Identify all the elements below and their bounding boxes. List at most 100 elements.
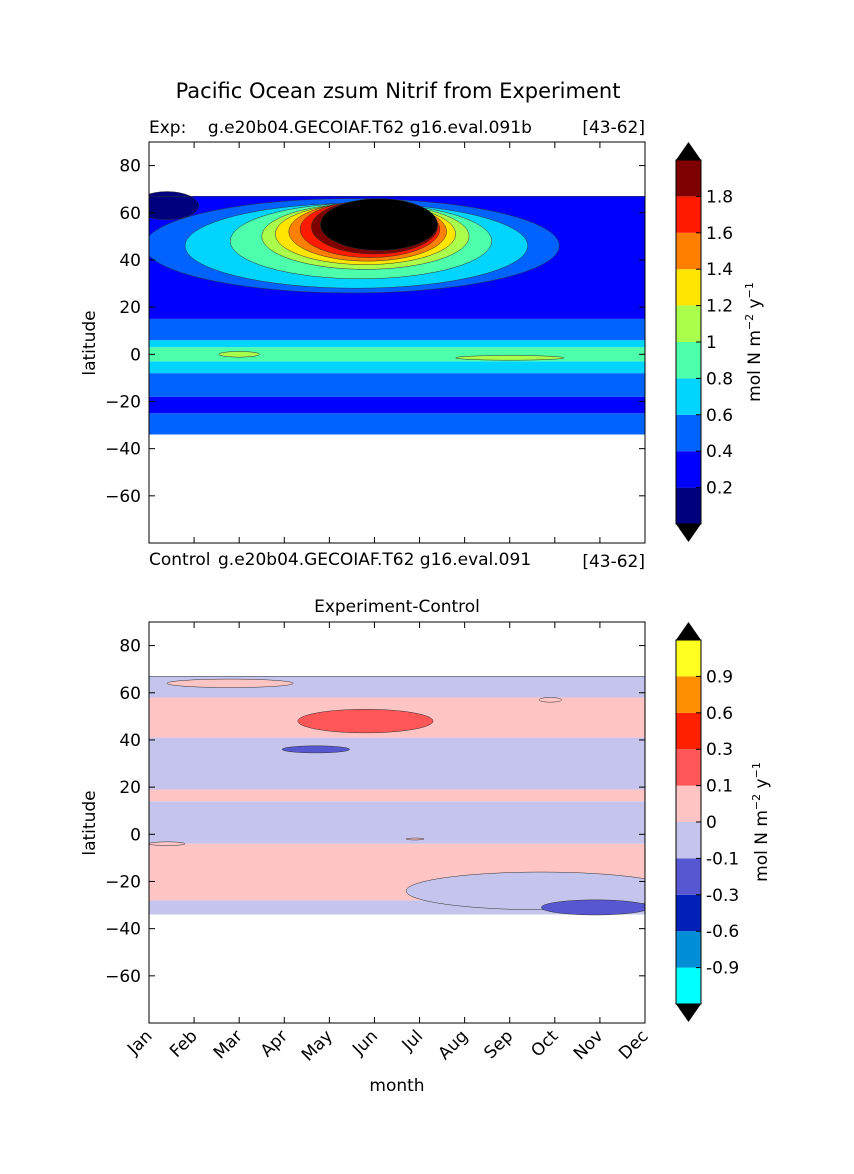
panel0-band-3: [149, 361, 645, 374]
panel1-cbar-tick-label-7: 0.6: [706, 704, 733, 724]
panel1-contour-4: [166, 678, 294, 688]
panel1-band-3: [149, 789, 645, 802]
control-title-right: [43-62]: [582, 552, 645, 572]
panel0-ytick-label-5: −20: [105, 392, 141, 412]
top-title-left: Exp: g.e20b04.GECOIAF.T62 g16.eval.091b: [149, 118, 532, 138]
panel0-cbar-level-9: [676, 160, 701, 197]
panel1-cbar-level-8: [676, 676, 701, 713]
panel1-cbar-level-7: [676, 712, 701, 750]
top-colorbar: 0.2 0.4 0.6 0.8 1 1.2 1.4 1.6 1.8: [675, 142, 733, 542]
panel0-cbar-level-5: [676, 305, 701, 342]
panel1-cbar-over: [676, 622, 701, 640]
panel1-ytick-label-1: 60: [119, 684, 141, 704]
bottom-axes-frame: [148, 621, 646, 1024]
panel1-band-2: [149, 801, 645, 844]
bottom-title: Experiment-Control: [314, 597, 480, 617]
panel0-cbar-tick-label-7: 1.6: [706, 224, 733, 244]
panel0-band-0: [149, 413, 645, 435]
panel0-cbar-level-2: [676, 414, 701, 452]
panel1-ytick-label-2: 40: [119, 731, 141, 751]
panel0-cbar-tick-label-5: 1.2: [706, 297, 733, 317]
panel1-ytick-label-3: 20: [119, 778, 141, 798]
month-label-sep: Sep: [480, 1026, 517, 1063]
panel0-cbar-tick-label-6: 1.4: [706, 260, 733, 280]
panel1-cbar-tick-label-4: 0: [706, 813, 717, 833]
panel1-ytick-label-4: 0: [130, 825, 141, 845]
panel0-cbar-level-8: [676, 196, 701, 233]
panel0-cbar-tick-label-4: 1: [706, 333, 717, 353]
panel1-cbar-level-2: [676, 894, 701, 932]
panel0-cbar-level-0: [676, 487, 701, 524]
month-label-mar: Mar: [210, 1026, 247, 1063]
top-cbar-label: mol N m−2 y−1: [743, 282, 765, 402]
month-label-may: May: [298, 1026, 337, 1065]
panel0-band-2: [149, 373, 645, 397]
panel1-cbar-level-3: [676, 858, 701, 895]
bottom-colorbar: -0.9 -0.6 -0.3 -0.1 0 0.1 0.3 0.6 0.9: [675, 622, 739, 1022]
panel1-cbar-level-9: [676, 640, 701, 677]
panel0-cbar-level-1: [676, 451, 701, 488]
bottom-xlabel: month: [369, 1076, 424, 1096]
bottom-ylabel: latitude: [80, 790, 100, 855]
panel0-cbar-tick-label-2: 0.6: [706, 406, 733, 426]
panel0-cbar-tick-label-8: 1.8: [706, 187, 733, 207]
panel1-ytick-label-7: −60: [105, 967, 141, 987]
panel0-cbar-level-7: [676, 232, 701, 270]
panel1-band-4: [149, 737, 645, 790]
panel0-band-5: [149, 340, 645, 348]
panel1-cbar-tick-label-1: -0.6: [706, 922, 739, 942]
panel0-cbar-tick-label-1: 0.4: [706, 442, 733, 462]
panel0-cbar-tick-label-3: 0.8: [706, 369, 733, 389]
month-label-oct: Oct: [527, 1026, 562, 1061]
panel1-contour-5: [538, 697, 562, 703]
panel1-cbar-tick-label-3: -0.1: [706, 849, 739, 869]
month-label-dec: Dec: [615, 1026, 652, 1063]
panel0-ytick-label-0: 80: [119, 157, 141, 177]
panel0-ytick-label-6: −40: [105, 440, 141, 460]
panel1-cbar-tick-label-8: 0.9: [706, 667, 733, 687]
panel0-ytick-label-1: 60: [119, 204, 141, 224]
month-label-aug: Aug: [435, 1026, 473, 1064]
top-axes-frame: [148, 141, 646, 544]
bottom-y-axis: 80 60 40 20 0 −20 −40 −60: [105, 637, 645, 987]
panel1-cbar-tick-label-0: -0.9: [706, 959, 739, 979]
panel1-cbar-tick-label-6: 0.3: [706, 740, 733, 760]
month-label-jan: Jan: [123, 1026, 156, 1059]
panel0-cbar-under: [676, 524, 701, 542]
panel1-ytick-label-5: −20: [105, 872, 141, 892]
panel1-cbar-level-4: [676, 822, 701, 859]
panel1-ytick-label-0: 80: [119, 637, 141, 657]
panel0-contour-8: [320, 198, 438, 251]
panel0-band-1: [149, 396, 645, 414]
panel0-contour-11: [149, 191, 199, 221]
month-label-feb: Feb: [166, 1026, 201, 1061]
panel0-cbar-level-6: [676, 269, 701, 306]
panel0-ytick-label-2: 40: [119, 251, 141, 271]
panel0-contour-9: [218, 351, 260, 358]
panel1-cbar-level-1: [676, 931, 701, 968]
top-contour-fill: [149, 191, 645, 435]
top-title-right: [43-62]: [582, 118, 645, 138]
panel0-cbar-level-3: [676, 378, 701, 415]
panel1-contour-6: [149, 841, 186, 846]
panel1-contour-7: [405, 837, 425, 841]
panel1-cbar-level-5: [676, 785, 701, 822]
panel0-cbar-tick-label-0: 0.2: [706, 479, 733, 499]
bottom-cbar-label: mol N m−2 y−1: [750, 762, 772, 882]
panel0-cbar-level-4: [676, 342, 701, 379]
top-ylabel: latitude: [80, 310, 100, 375]
month-label-jun: Jun: [348, 1026, 382, 1060]
panel1-contour-3: [281, 745, 350, 754]
panel1-cbar-under: [676, 1004, 701, 1022]
panel1-ytick-label-6: −40: [105, 920, 141, 940]
month-label-jul: Jul: [398, 1026, 427, 1055]
top-y-axis: 80 60 40 20 0 −20 −40 −60: [105, 142, 646, 543]
panel1-cbar-level-0: [676, 967, 701, 1004]
month-label-apr: Apr: [257, 1026, 292, 1061]
bottom-contour-fill: [149, 676, 645, 916]
panel0-ytick-label-4: 0: [130, 345, 141, 365]
panel1-cbar-level-6: [676, 749, 701, 786]
panel0-band-6: [149, 318, 645, 341]
panel1-cbar-tick-label-2: -0.3: [706, 886, 739, 906]
